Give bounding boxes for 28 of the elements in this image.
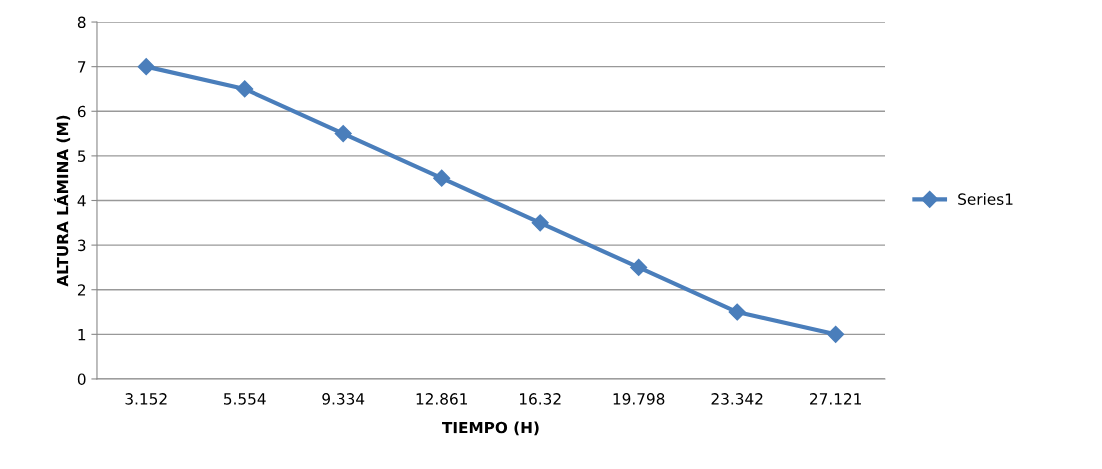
y-tick-label: 4 [77, 195, 86, 207]
y-tick-label: 8 [77, 16, 86, 29]
y-tick-label: 7 [78, 61, 86, 73]
x-tick-label: 12.861 [416, 393, 468, 405]
y-tick-label: 0 [77, 373, 86, 385]
x-tick-label: 23.342 [711, 393, 763, 405]
y-tick-label: 5 [78, 150, 86, 162]
y-tick-label: 6 [77, 105, 86, 118]
point [236, 80, 254, 98]
point [827, 325, 845, 343]
y-tick-label: 2 [77, 284, 86, 296]
x-tick-label: 9.334 [322, 393, 365, 405]
x-tick-label: 5.554 [224, 393, 266, 405]
x-axis-title: TIEMPO (H) [442, 421, 539, 436]
point [137, 58, 155, 76]
x-tick-label: 3.152 [125, 393, 167, 405]
y-tick-label: 1 [78, 329, 86, 341]
x-tick-label: 27.121 [810, 393, 861, 405]
y-axis-title: ALTURA LÁMINA (M) [53, 115, 71, 287]
x-tick-label: 19.798 [613, 393, 665, 405]
x-tick-label: 16.32 [520, 393, 561, 405]
point [630, 258, 648, 276]
legend-label: Series1 [958, 193, 1013, 205]
point [433, 169, 451, 187]
y-tick-label: 3 [78, 239, 86, 252]
point [728, 303, 746, 321]
point [531, 214, 549, 232]
point [334, 125, 352, 143]
